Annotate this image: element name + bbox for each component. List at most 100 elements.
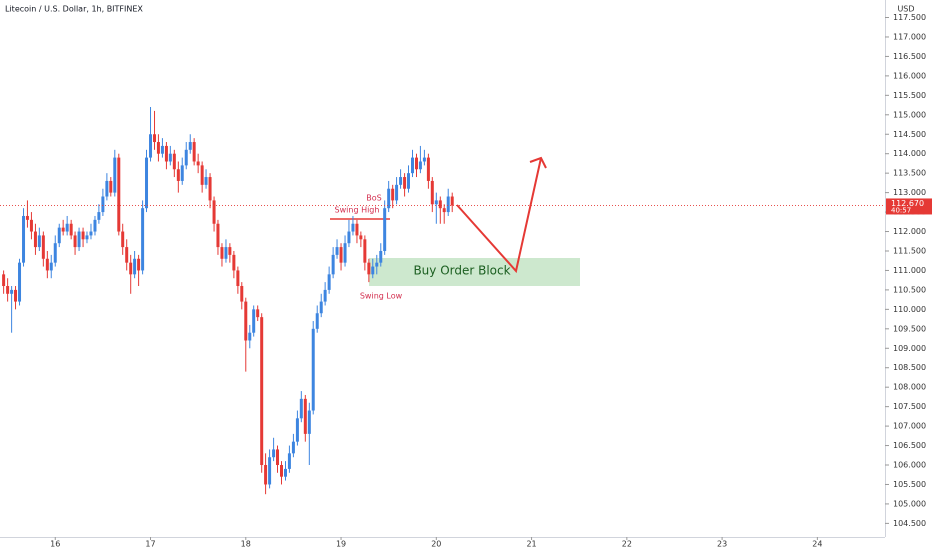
candle-body [61, 227, 65, 232]
candle-body [272, 449, 276, 458]
candle-body [260, 317, 264, 466]
candle-body [168, 153, 172, 162]
candle-body [232, 254, 236, 271]
candle-body [184, 149, 188, 166]
candle-body [450, 196, 454, 206]
candle-body [73, 235, 77, 248]
y-tick-label: 116.500 [893, 52, 926, 61]
y-tick-label: 111.000 [893, 266, 926, 275]
candle-body [29, 219, 33, 232]
y-tick-label: 106.500 [893, 441, 926, 450]
y-tick-label: 115.000 [893, 110, 926, 119]
last-price-label: 112.670 [891, 199, 924, 208]
candle-body [200, 165, 204, 185]
y-tick-label: 113.500 [893, 169, 926, 178]
candle-body [355, 223, 359, 236]
candle-body [149, 134, 153, 158]
candle-body [192, 142, 196, 162]
candle-body [442, 208, 446, 213]
candle-body [343, 243, 347, 263]
candle-body [375, 262, 379, 267]
candle-body [113, 157, 117, 193]
last-price-tag [886, 198, 932, 215]
candle-body [307, 410, 311, 434]
candle-body [101, 196, 105, 213]
y-tick-label: 104.500 [893, 519, 926, 528]
candle-body [22, 215, 26, 263]
candles [2, 107, 454, 495]
countdown: 40:57 [891, 206, 911, 214]
x-tick-label: 17 [145, 540, 155, 549]
candle-body [248, 332, 252, 341]
x-tick-label: 16 [50, 540, 60, 549]
y-tick-label: 109.000 [893, 344, 926, 353]
candle-body [359, 235, 363, 240]
candle-body [156, 142, 160, 154]
candle-body [117, 157, 121, 232]
candle-body [137, 258, 141, 271]
candle-body [434, 200, 438, 205]
candle-body [319, 301, 323, 314]
candle-body [387, 188, 391, 209]
candle-body [176, 169, 180, 181]
candle-body [315, 313, 319, 329]
candle-body [129, 262, 133, 275]
candle-body [41, 235, 45, 259]
candle-body [291, 441, 295, 454]
candle-body [395, 184, 399, 201]
candle-body [188, 142, 192, 150]
candle-body [391, 188, 395, 201]
candle-body [25, 215, 29, 220]
candle-body [6, 286, 10, 294]
candle-body [153, 134, 157, 143]
candle-body [14, 289, 18, 302]
candle-body [121, 231, 125, 248]
y-tick-label: 117.500 [893, 13, 926, 22]
x-tick-label: 24 [812, 540, 822, 549]
candle-body [311, 328, 315, 411]
y-tick-label: 111.500 [893, 246, 926, 255]
candle-body [141, 208, 145, 271]
candle-body [49, 262, 53, 271]
y-tick-label: 113.000 [893, 188, 926, 197]
candle-body [399, 177, 403, 185]
candle-body [133, 258, 137, 275]
candle-body [33, 231, 37, 248]
candle-body [323, 289, 327, 302]
candle-body [236, 270, 240, 287]
candle-body [244, 301, 248, 341]
x-tick-label: 21 [526, 540, 536, 549]
candle-body [224, 247, 228, 259]
candle-body [69, 223, 73, 236]
y-tick-label: 110.000 [893, 305, 926, 314]
candle-body [252, 309, 256, 333]
candle-body [446, 196, 450, 213]
candle-body [89, 231, 93, 236]
x-tick-label: 20 [431, 540, 441, 549]
candle-body [77, 231, 81, 248]
candle-body [331, 254, 335, 275]
x-tick-label: 18 [241, 540, 251, 549]
y-tick-label: 114.500 [893, 130, 926, 139]
currency: USD [897, 5, 914, 14]
candle-body [347, 231, 351, 244]
candle-body [196, 161, 200, 166]
candle-body [287, 453, 291, 469]
candle-body [93, 219, 97, 232]
candle-body [403, 177, 407, 189]
candle-body [406, 173, 410, 189]
candle-body [367, 262, 371, 275]
x-tick-label: 19 [336, 540, 346, 549]
y-tick-label: 105.500 [893, 480, 926, 489]
candle-body [276, 449, 280, 466]
candle-body [53, 243, 57, 263]
candle-body [18, 262, 22, 302]
candle-body [299, 398, 303, 419]
candle-body [256, 309, 260, 318]
annotation: Swing Low [360, 292, 403, 301]
candle-body [228, 247, 232, 255]
candle-body [105, 180, 109, 197]
candle-body [57, 227, 61, 244]
candle-body [160, 145, 164, 154]
